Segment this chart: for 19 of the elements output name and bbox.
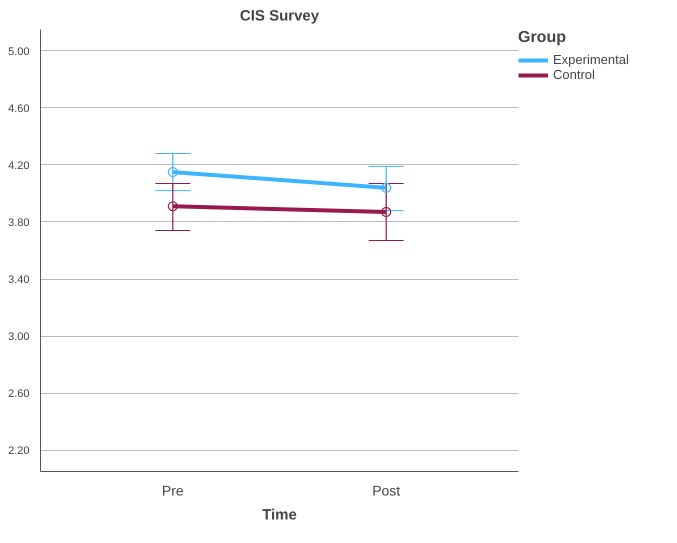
y-tick-label: 3.00 [8, 331, 30, 344]
legend-label: Control [553, 67, 595, 82]
point [168, 201, 178, 212]
legend-label: Experimental [553, 52, 629, 67]
point [381, 206, 392, 218]
y-tick-label: 2.20 [8, 445, 30, 458]
y-tick-label: 3.80 [8, 216, 30, 229]
y-tick-label: 2.60 [8, 388, 30, 400]
x-axis-title: Time [262, 506, 297, 524]
y-tick-label: 3.40 [8, 274, 30, 286]
legend-title: Group [518, 29, 567, 47]
x-tick-label: Pre [162, 482, 184, 498]
y-tick-label: 4.20 [8, 160, 30, 172]
chart-title: CIS Survey [240, 8, 320, 24]
point [168, 166, 178, 178]
y-tick-label: 4.60 [8, 102, 30, 115]
point [381, 182, 392, 193]
y-tick-label: 5.00 [8, 46, 30, 58]
x-tick-label: Post [372, 482, 400, 498]
